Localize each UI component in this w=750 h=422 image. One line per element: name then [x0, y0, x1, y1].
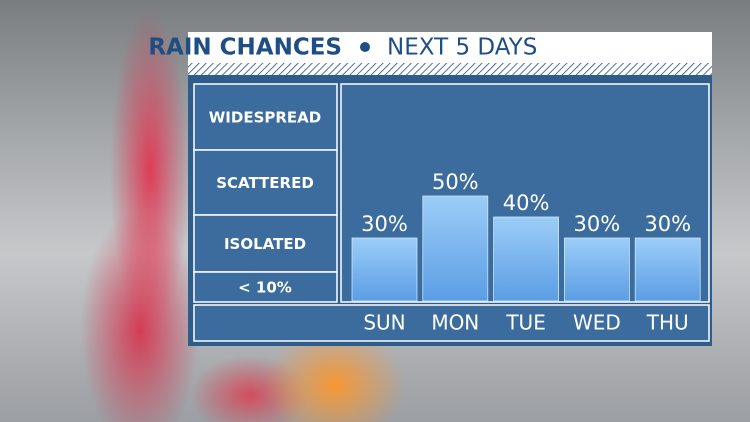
bar: [351, 237, 418, 302]
value-label: 30%: [361, 212, 408, 236]
chart-title: RAIN CHANCES: [148, 35, 342, 61]
title-bullet: [360, 42, 370, 52]
value-label: 30%: [574, 212, 621, 236]
stripe: [188, 63, 712, 75]
band-label: < 10%: [238, 279, 292, 297]
x-tick-label: TUE: [505, 311, 546, 335]
bar: [493, 216, 560, 302]
band-label: WIDESPREAD: [209, 109, 321, 127]
bar: [422, 195, 489, 302]
value-label: 40%: [503, 191, 550, 215]
bar: [634, 237, 701, 302]
x-tick-label: SUN: [363, 311, 405, 335]
x-tick-label: THU: [646, 311, 689, 335]
bar: [564, 237, 630, 302]
x-tick-label: MON: [431, 311, 479, 335]
chart-subtitle: NEXT 5 DAYS: [387, 35, 537, 61]
band-box: [193, 271, 338, 303]
band-label: ISOLATED: [224, 235, 306, 253]
title-bar: [188, 32, 712, 63]
category-row: [193, 304, 710, 342]
band-label: SCATTERED: [216, 174, 314, 192]
value-label: 50%: [432, 170, 479, 194]
value-label: 30%: [644, 212, 691, 236]
x-tick-label: WED: [573, 311, 621, 335]
